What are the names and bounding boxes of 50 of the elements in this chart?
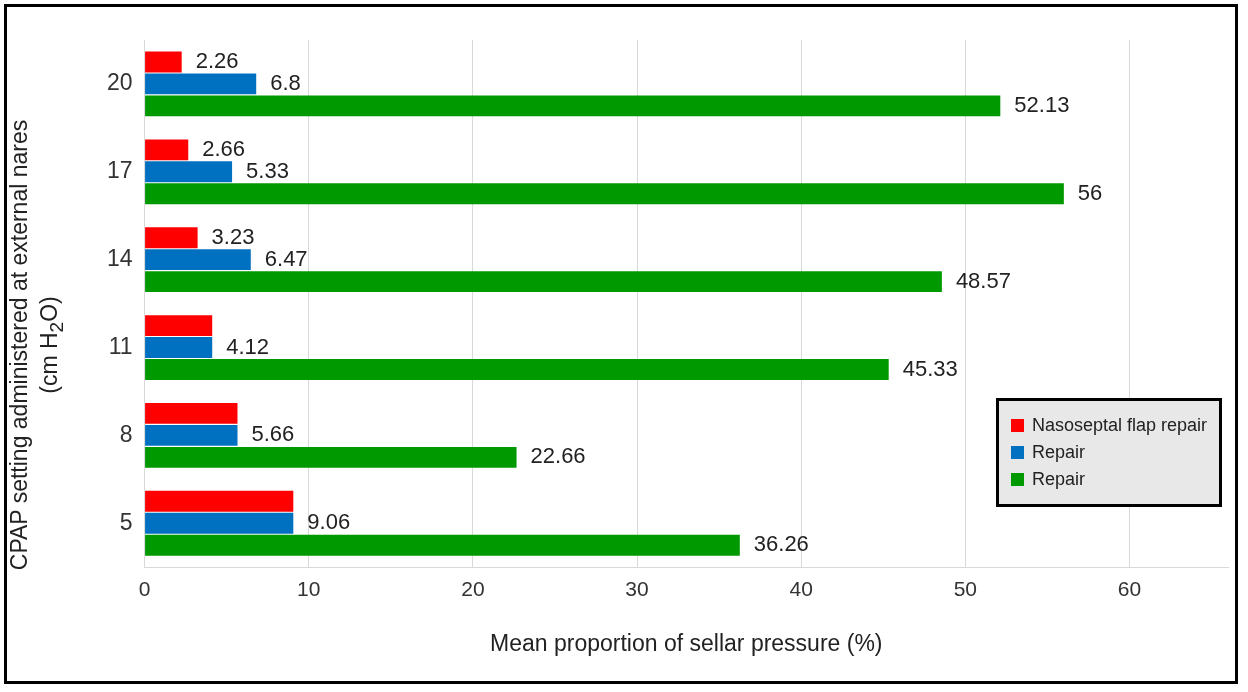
bar — [145, 490, 294, 512]
bar — [145, 271, 942, 293]
bar — [145, 315, 213, 336]
data-label: 22.66 — [530, 443, 586, 469]
bar — [145, 95, 1001, 117]
bar — [145, 51, 182, 73]
legend-label: Repair — [1031, 469, 1085, 490]
bar — [145, 249, 251, 271]
data-label: 52.13 — [1014, 91, 1070, 117]
data-label: 5.33 — [246, 157, 289, 183]
x-axis-title: Mean proportion of sellar pressure (%) — [490, 629, 883, 656]
x-tick-label: 50 — [953, 576, 978, 600]
bar — [145, 161, 233, 183]
bar — [145, 446, 517, 468]
data-label: 48.57 — [955, 267, 1011, 293]
legend-label: Nasoseptal flap repair — [1031, 415, 1207, 436]
bar — [145, 512, 294, 534]
data-label: 6.47 — [264, 245, 308, 271]
x-tick-label: 40 — [789, 576, 813, 600]
data-label: 56 — [1077, 179, 1103, 205]
y-tick-label: 17 — [106, 157, 133, 184]
bar — [145, 424, 238, 446]
data-label: 9.06 — [307, 509, 351, 535]
bar — [145, 227, 198, 249]
data-label: 6.8 — [270, 70, 301, 95]
bar — [145, 139, 189, 161]
bar — [145, 73, 257, 95]
data-label: 4.12 — [226, 333, 270, 359]
y-tick-label: 14 — [106, 245, 133, 272]
bar — [145, 403, 238, 424]
legend-label: Repair — [1031, 442, 1085, 463]
y-tick-label: 20 — [106, 69, 133, 96]
data-label: 2.66 — [202, 135, 246, 161]
x-tick-label: 0 — [138, 576, 151, 600]
y-tick-label: 5 — [119, 508, 133, 535]
data-label: 2.26 — [195, 48, 239, 74]
x-tick-label: 20 — [461, 576, 485, 600]
bar — [145, 337, 213, 358]
data-label: 36.26 — [753, 531, 809, 557]
y-tick-label: 11 — [108, 332, 133, 359]
data-label: 45.33 — [902, 355, 958, 381]
bar — [145, 183, 1064, 205]
data-label: 3.23 — [211, 223, 255, 249]
y-tick-label: 8 — [119, 420, 133, 447]
x-tick-label: 10 — [297, 576, 321, 600]
x-tick-label: 30 — [625, 576, 649, 600]
x-tick-label: 60 — [1117, 576, 1142, 600]
data-label: 5.66 — [251, 421, 295, 447]
bar — [145, 359, 889, 380]
bar — [145, 534, 740, 556]
